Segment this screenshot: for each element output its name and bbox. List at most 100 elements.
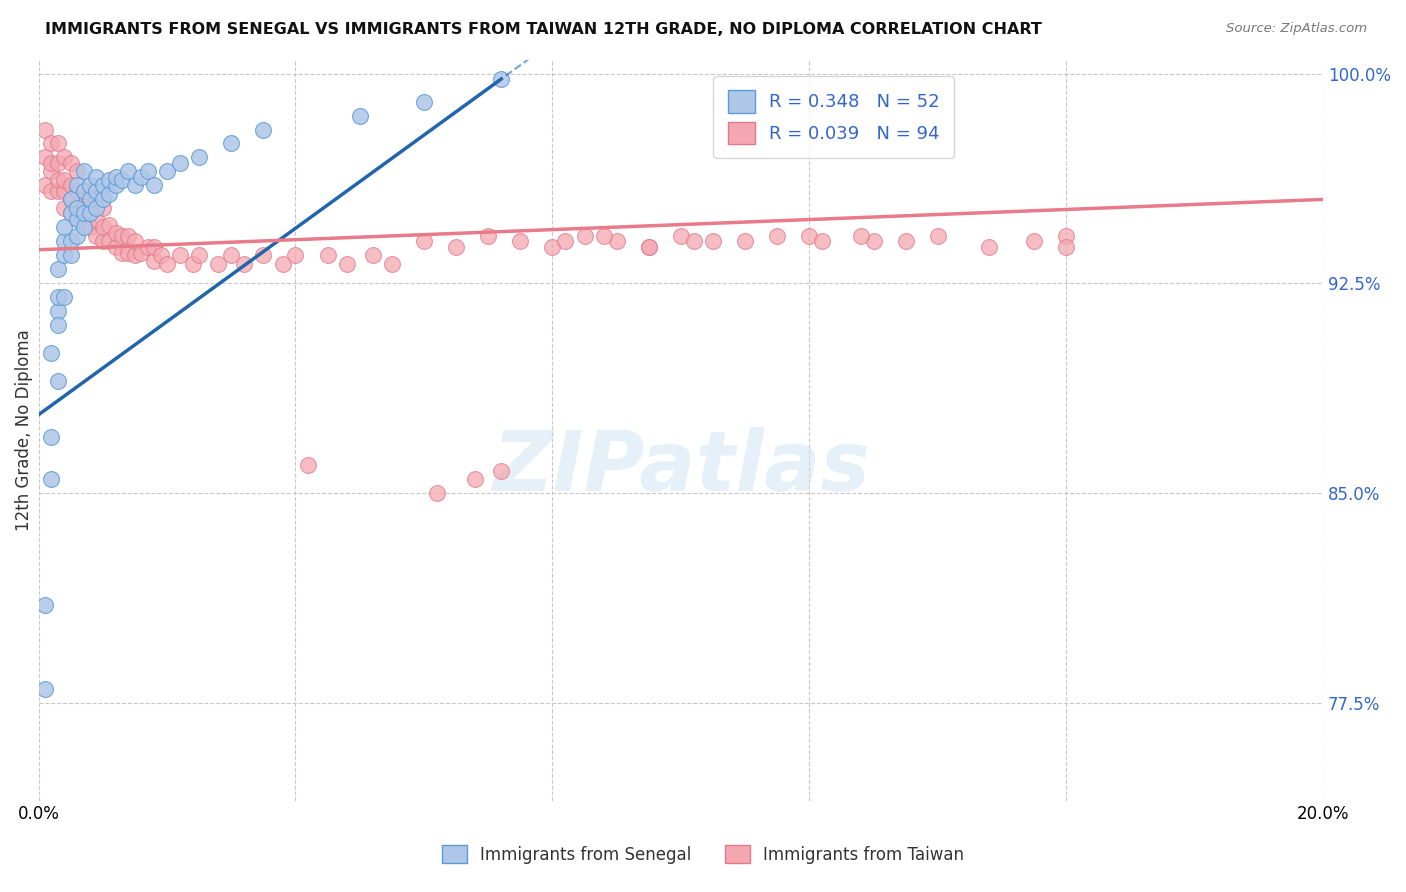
Point xyxy=(682,235,704,249)
Point xyxy=(252,122,274,136)
Point xyxy=(79,220,101,235)
Point xyxy=(464,472,486,486)
Point xyxy=(72,212,94,227)
Point xyxy=(219,248,242,262)
Point xyxy=(41,430,63,444)
Point xyxy=(489,464,512,478)
Point xyxy=(66,164,89,178)
Point xyxy=(86,228,108,243)
Text: IMMIGRANTS FROM SENEGAL VS IMMIGRANTS FROM TAIWAN 12TH GRADE, NO DIPLOMA CORRELA: IMMIGRANTS FROM SENEGAL VS IMMIGRANTS FR… xyxy=(45,22,1042,37)
Point xyxy=(669,228,692,243)
Point xyxy=(188,151,211,165)
Point xyxy=(66,212,89,227)
Point xyxy=(849,228,872,243)
Point xyxy=(271,257,294,271)
Point xyxy=(66,184,89,198)
Point xyxy=(894,235,917,249)
Point xyxy=(66,178,89,193)
Point xyxy=(34,122,56,136)
Y-axis label: 12th Grade, No Diploma: 12th Grade, No Diploma xyxy=(15,329,32,531)
Point xyxy=(124,178,146,193)
Point xyxy=(66,228,89,243)
Point xyxy=(41,346,63,360)
Point xyxy=(927,228,949,243)
Point xyxy=(91,178,114,193)
Point xyxy=(156,164,179,178)
Point xyxy=(46,136,69,151)
Point xyxy=(46,184,69,198)
Point xyxy=(136,164,159,178)
Point xyxy=(169,248,191,262)
Point xyxy=(53,184,76,198)
Point xyxy=(98,186,121,201)
Point xyxy=(361,248,384,262)
Point xyxy=(381,257,404,271)
Point xyxy=(233,257,256,271)
Point xyxy=(46,290,69,304)
Point xyxy=(188,248,211,262)
Point xyxy=(53,248,76,262)
Text: ZIPatlas: ZIPatlas xyxy=(492,426,870,508)
Point xyxy=(149,248,172,262)
Point xyxy=(79,206,101,220)
Point xyxy=(72,184,94,198)
Point xyxy=(41,156,63,170)
Point xyxy=(59,193,82,207)
Point xyxy=(91,220,114,235)
Point xyxy=(143,254,166,268)
Point xyxy=(117,164,139,178)
Point xyxy=(284,248,307,262)
Point xyxy=(86,193,108,207)
Point xyxy=(72,201,94,215)
Point xyxy=(592,228,614,243)
Point xyxy=(349,109,371,123)
Point xyxy=(181,257,204,271)
Point xyxy=(336,257,359,271)
Point xyxy=(1054,228,1077,243)
Point xyxy=(541,240,564,254)
Point xyxy=(766,228,789,243)
Point xyxy=(143,178,166,193)
Point xyxy=(799,228,821,243)
Point xyxy=(811,235,834,249)
Legend: R = 0.348   N = 52, R = 0.039   N = 94: R = 0.348 N = 52, R = 0.039 N = 94 xyxy=(713,76,955,158)
Point xyxy=(156,257,179,271)
Point xyxy=(59,206,82,220)
Point xyxy=(554,235,576,249)
Point xyxy=(207,257,229,271)
Point xyxy=(66,198,89,212)
Point xyxy=(702,235,724,249)
Point xyxy=(637,240,659,254)
Point xyxy=(86,212,108,227)
Point xyxy=(91,235,114,249)
Point xyxy=(53,151,76,165)
Point xyxy=(117,228,139,243)
Point xyxy=(734,235,756,249)
Point xyxy=(104,169,127,184)
Point xyxy=(34,681,56,696)
Point xyxy=(124,235,146,249)
Point xyxy=(143,240,166,254)
Point xyxy=(59,206,82,220)
Point xyxy=(59,178,82,193)
Point xyxy=(53,201,76,215)
Point xyxy=(59,193,82,207)
Point xyxy=(34,598,56,612)
Point xyxy=(413,95,436,109)
Point xyxy=(979,240,1001,254)
Point xyxy=(637,240,659,254)
Point xyxy=(66,212,89,227)
Point xyxy=(86,169,108,184)
Legend: Immigrants from Senegal, Immigrants from Taiwan: Immigrants from Senegal, Immigrants from… xyxy=(436,838,970,871)
Point xyxy=(124,248,146,262)
Point xyxy=(53,173,76,187)
Point xyxy=(252,248,274,262)
Point xyxy=(316,248,339,262)
Point xyxy=(79,193,101,207)
Point xyxy=(413,235,436,249)
Point xyxy=(86,201,108,215)
Point xyxy=(86,184,108,198)
Point xyxy=(219,136,242,151)
Point xyxy=(79,206,101,220)
Point xyxy=(91,193,114,207)
